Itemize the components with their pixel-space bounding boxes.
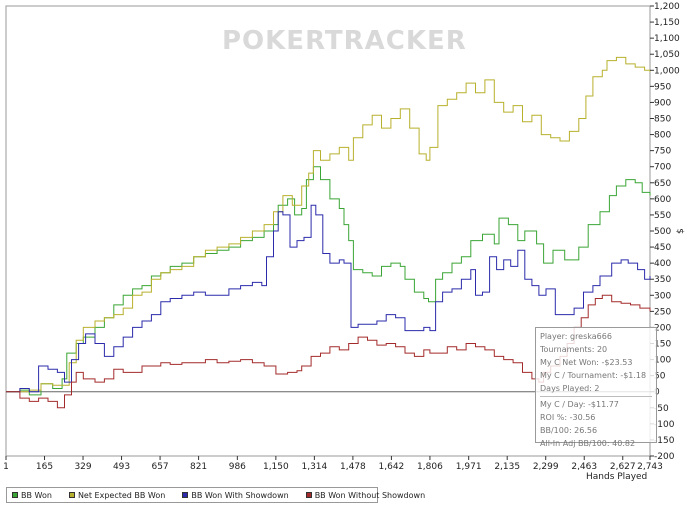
legend-label-net-expected: Net Expected BB Won xyxy=(77,490,166,500)
x-tick-label: 2,463 xyxy=(571,462,597,472)
x-tick-label: 1,314 xyxy=(301,462,327,472)
x-tick-label: 165 xyxy=(36,462,53,472)
y-axis-title: $ xyxy=(676,228,686,234)
stats-per-day: My C / Day: -$11.77 xyxy=(540,400,619,409)
x-tick-label: 1,642 xyxy=(379,462,405,472)
x-tick-label: 986 xyxy=(229,462,246,472)
x-tick-label: 493 xyxy=(113,462,130,472)
stats-player: Player: greska666 xyxy=(540,332,612,341)
stats-panel: Player: greska666 Tournaments: 20 My C N… xyxy=(535,327,657,448)
x-tick-label: 1,806 xyxy=(417,462,443,472)
legend-swatch-with-showdown xyxy=(182,492,189,498)
legend-item-with-showdown[interactable]: BB Won With Showdown xyxy=(182,490,289,500)
y-tick-label: 200 xyxy=(654,323,671,333)
y-tick-label: 1,100 xyxy=(654,34,680,44)
x-tick-label: 821 xyxy=(190,462,207,472)
y-tick-label: 300 xyxy=(654,291,671,301)
y-tick-label: 800 xyxy=(654,131,671,141)
legend-swatch-without-showdown xyxy=(305,492,312,498)
y-tick-label: 1,200 xyxy=(654,2,680,12)
chart-legend: BB Won Net Expected BB Won BB Won With S… xyxy=(6,487,425,503)
stats-divider xyxy=(540,396,652,397)
series-line-1 xyxy=(6,56,651,393)
stats-roi: ROI %: -30.56 xyxy=(540,413,596,422)
y-tick-label: 600 xyxy=(654,195,671,205)
stats-per-tournament: My C / Tournament: -$1.18 xyxy=(540,371,647,380)
y-tick-label: 750 xyxy=(654,147,671,157)
y-tick-label: -100 xyxy=(654,420,675,430)
legend-swatch-bb-won xyxy=(12,492,18,498)
y-tick-label: 450 xyxy=(654,243,671,253)
x-tick-label: 1,971 xyxy=(456,462,482,472)
y-tick-label: 350 xyxy=(654,275,671,285)
legend-label-bb-won: BB Won xyxy=(21,490,52,500)
y-tick-label: 550 xyxy=(654,211,671,221)
y-tick-label: 50 xyxy=(654,372,666,382)
y-tick-label: 850 xyxy=(654,115,671,125)
x-tick-label: 657 xyxy=(151,462,168,472)
legend-swatch-net-expected xyxy=(68,492,75,498)
legend-item-net-expected[interactable]: Net Expected BB Won xyxy=(68,490,166,500)
y-tick-label: 950 xyxy=(654,82,671,92)
x-tick-label: 1 xyxy=(3,462,9,472)
y-tick-label: 650 xyxy=(654,179,671,189)
x-tick-label: 1,478 xyxy=(340,462,366,472)
watermark: POKERTRACKER xyxy=(222,26,467,56)
x-axis-title: Hands Played xyxy=(586,472,647,482)
y-tick-label: 500 xyxy=(654,227,671,237)
y-tick-label: 1,050 xyxy=(654,50,680,60)
y-tick-label: 100 xyxy=(654,356,671,366)
x-tick-label: 2,135 xyxy=(494,462,520,472)
y-tick-label: 1,150 xyxy=(654,18,680,28)
y-tick-label: 0 xyxy=(654,388,660,398)
x-tick-label: 2,299 xyxy=(533,462,559,472)
y-tick-label: 900 xyxy=(654,98,671,108)
series-line-2 xyxy=(6,204,651,393)
y-tick-label: -50 xyxy=(654,404,669,414)
series-line-0 xyxy=(6,166,651,396)
stats-days-played: Days Played: 2 xyxy=(540,384,600,393)
stats-allin-bb100: All-In Adj BB/100: 40.82 xyxy=(540,439,636,448)
y-tick-label: 1,000 xyxy=(654,66,680,76)
x-tick-label: 2,743 xyxy=(637,462,663,472)
y-tick-label: 700 xyxy=(654,163,671,173)
legend-label-without-showdown: BB Won Without Showdown xyxy=(314,490,426,500)
stats-tournaments: Tournaments: 20 xyxy=(540,345,608,354)
x-tick-label: 1,150 xyxy=(263,462,289,472)
y-tick-label: 150 xyxy=(654,340,671,350)
y-tick-label: 250 xyxy=(654,307,671,317)
y-tick-label: 400 xyxy=(654,259,671,269)
legend-label-with-showdown: BB Won With Showdown xyxy=(191,490,289,500)
legend-item-bb-won[interactable]: BB Won xyxy=(12,491,52,500)
legend-item-without-showdown[interactable]: BB Won Without Showdown xyxy=(305,490,426,500)
y-tick-label: -150 xyxy=(654,436,675,446)
x-tick-label: 329 xyxy=(74,462,91,472)
y-tick-label: -200 xyxy=(654,452,675,462)
x-tick-label: 2,627 xyxy=(610,462,636,472)
stats-bb100: BB/100: 26.56 xyxy=(540,426,598,435)
stats-net-won: My C Net Won: -$23.53 xyxy=(540,358,633,367)
